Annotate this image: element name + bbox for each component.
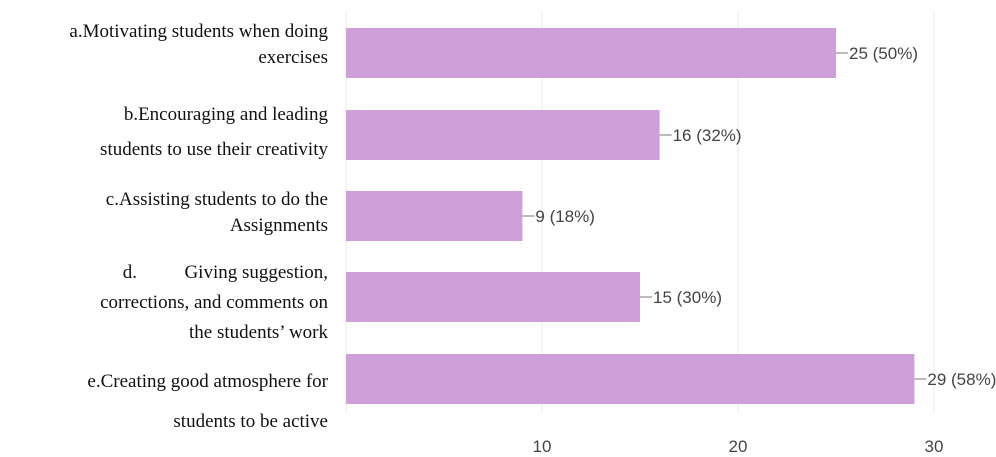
category-label-c: c.Assisting students to do the Assignment… bbox=[106, 187, 328, 239]
data-label: 25 (50%) bbox=[849, 44, 918, 63]
category-label-line: corrections, and comments on bbox=[100, 292, 328, 313]
category-label-line: c.Assisting students to do the bbox=[105, 189, 328, 210]
category-label-e: e.Creating good atmosphere for students t… bbox=[87, 362, 328, 442]
bar-d bbox=[346, 272, 640, 322]
x-tick-label: 10 bbox=[533, 437, 552, 456]
category-label-line: d. Giving suggestion, bbox=[122, 262, 328, 283]
data-label: 16 (32%) bbox=[673, 126, 742, 145]
category-label-line: b.Encouraging and leading bbox=[123, 104, 328, 125]
bar-e bbox=[346, 354, 915, 404]
x-tick-label: 20 bbox=[729, 437, 748, 456]
category-label-a: a.Motivating students when doing exercise… bbox=[69, 19, 328, 71]
category-label-line: students to be active bbox=[173, 411, 328, 432]
category-label-line: the students’ work bbox=[189, 322, 328, 343]
category-label-b: b.Encouraging and leading students to use… bbox=[100, 97, 328, 167]
bar-b bbox=[346, 110, 660, 160]
bar-c bbox=[346, 191, 523, 241]
category-label-d: d. Giving suggestion, corrections, and co… bbox=[100, 258, 328, 348]
category-label-line: e.Creating good atmosphere for bbox=[87, 371, 328, 392]
category-label-line: students to use their creativity bbox=[100, 139, 328, 160]
data-label: 29 (58%) bbox=[927, 370, 996, 389]
bar-a bbox=[346, 28, 836, 78]
data-label: 9 (18%) bbox=[535, 207, 595, 226]
category-label-line: exercises bbox=[258, 47, 328, 68]
category-label-line: Assignments bbox=[229, 215, 328, 236]
data-label: 15 (30%) bbox=[653, 288, 722, 307]
category-label-line: a.Motivating students when doing bbox=[69, 21, 328, 42]
x-tick-label: 30 bbox=[925, 437, 944, 456]
